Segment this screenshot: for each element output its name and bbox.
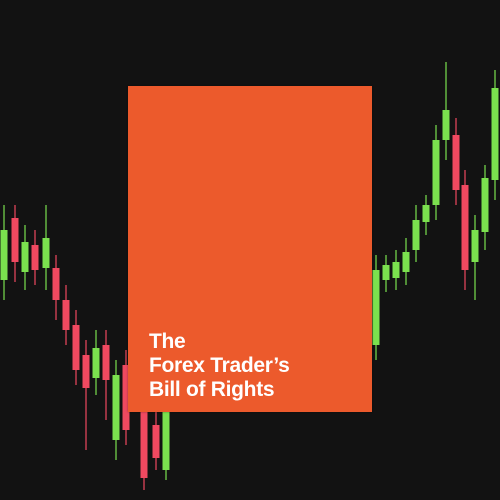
candlestick: [72, 310, 80, 385]
candle-body: [102, 345, 110, 380]
candlestick: [31, 230, 39, 285]
candlestick: [372, 255, 380, 360]
candlestick: [92, 330, 100, 395]
candle-body: [422, 205, 430, 222]
candlestick: [52, 255, 60, 320]
candle-body: [31, 245, 39, 270]
candle-body: [11, 218, 19, 262]
candlestick: [11, 205, 19, 282]
candlestick: [382, 255, 390, 292]
candlestick: [461, 170, 469, 290]
candle-body: [21, 242, 29, 272]
candlestick: [392, 250, 400, 290]
candlestick: [102, 330, 110, 420]
candle-body: [82, 355, 90, 388]
candle-body: [392, 262, 400, 278]
candle-body: [122, 365, 130, 430]
candle-body: [62, 300, 70, 330]
candle-body: [461, 185, 469, 270]
candlestick: [491, 70, 499, 200]
candle-body: [481, 178, 489, 232]
candle-body: [491, 88, 499, 180]
book-title-line-2: Forex Trader’s: [149, 354, 290, 377]
candle-body: [452, 135, 460, 190]
candle-body: [471, 230, 479, 262]
candlestick: [402, 238, 410, 285]
candlestick: [442, 62, 450, 160]
candle-body: [152, 425, 160, 458]
book-title-line-1: The: [149, 330, 186, 353]
book-title-line-3: Bill of Rights: [149, 378, 275, 401]
candlestick: [162, 400, 170, 480]
book-title: The Forex Trader’s Bill of Rights: [149, 330, 290, 402]
candle-body: [432, 140, 440, 205]
candle-body: [162, 412, 170, 470]
candle-body: [72, 325, 80, 370]
candle-body: [92, 348, 100, 378]
candlestick: [21, 225, 29, 290]
candlestick: [152, 408, 160, 470]
candlestick: [42, 205, 50, 290]
candlestick: [471, 215, 479, 300]
candlestick: [412, 205, 420, 262]
candle-body: [0, 230, 8, 280]
candle-body: [372, 270, 380, 345]
candlestick: [432, 125, 440, 220]
candlestick: [112, 360, 120, 460]
candle-body: [42, 238, 50, 268]
book-cover: The Forex Trader’s Bill of Rights: [128, 86, 372, 412]
candle-body: [112, 375, 120, 440]
candle-body: [140, 410, 148, 478]
candlestick: [0, 205, 8, 300]
candlestick: [62, 285, 70, 345]
candle-body: [402, 252, 410, 272]
candlestick: [481, 165, 489, 250]
candle-body: [382, 265, 390, 280]
candlestick: [422, 195, 430, 235]
candle-body: [412, 220, 420, 250]
candlestick: [452, 118, 460, 205]
candlestick: [122, 350, 130, 445]
candle-body: [52, 268, 60, 300]
candlestick: [82, 340, 90, 450]
candle-body: [442, 110, 450, 140]
